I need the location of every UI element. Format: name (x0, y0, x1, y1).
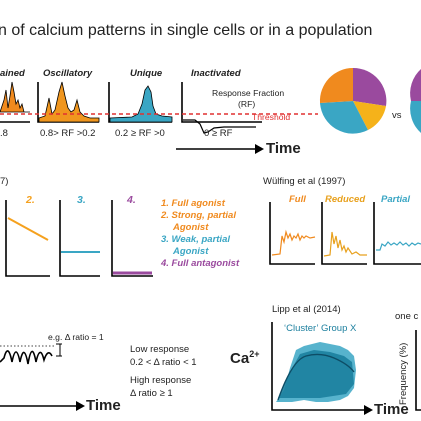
wulfing-label-partial: Partial (381, 194, 411, 205)
trace-c-oscillation (0, 350, 53, 365)
number-3: 3. (77, 194, 86, 206)
label-unique: Unique (130, 68, 163, 79)
axis-a3 (181, 82, 262, 123)
axis-b2 (59, 200, 100, 277)
rf-label-2: 0.2 ≥ RF >0 (115, 128, 165, 139)
wulfing-label-reduced: Reduced (325, 194, 366, 205)
trace-reduced (323, 231, 367, 257)
time-label-lipp: Time (374, 401, 409, 418)
low-response-label: Low response (130, 344, 190, 355)
trace-partial (376, 241, 421, 251)
panel-b-axes (5, 200, 153, 277)
axis-b3 (111, 200, 153, 277)
high-response-label: High response (130, 375, 192, 386)
axis-frequency (415, 330, 421, 411)
label-oscillatory: Oscillatory (43, 68, 93, 79)
rf-label-0: .8 (0, 128, 8, 139)
label-sustained: ained (0, 68, 25, 79)
axis-lipp (271, 322, 364, 411)
lipp-trace-band (276, 342, 356, 402)
legend-weak-partial-cont: Agonist (173, 246, 209, 257)
threshold-label: Threshold (252, 112, 291, 122)
trace-full (271, 229, 316, 256)
cluster-label: ‘Cluster’ Group X (284, 323, 357, 334)
high-response-range: Δ ratio ≥ 1 (130, 388, 173, 399)
frequency-axis-label: Frequency (%) (398, 342, 409, 405)
delta-bracket-c (56, 343, 62, 357)
number-4: 4. (127, 194, 136, 206)
trace-b1 (7, 217, 49, 241)
legend-weak-partial: 3. Weak, partial (161, 234, 230, 245)
eg-delta-ratio: e.g. Δ ratio = 1 (48, 332, 104, 342)
rf-label-3: 0 ≥ RF (204, 128, 233, 139)
trace-unique (109, 85, 173, 123)
legend-full-agonist: 1. Full agonist (161, 198, 225, 209)
time-arrow-lipp (364, 405, 373, 415)
trace-sustained (0, 81, 30, 113)
one-cell-label: one c (395, 311, 419, 322)
axis-b1 (5, 200, 50, 277)
page-title: n of calcium patterns in single cells or… (0, 22, 373, 39)
response-fraction-abbrev: (RF) (238, 99, 256, 109)
number-2: 2. (26, 194, 35, 206)
rf-label-1: 0.8> RF >0.2 (40, 128, 96, 139)
wulfing-label-full: Full (289, 194, 306, 205)
ca-label: Ca2+ (230, 349, 259, 367)
legend-full-antagonist: 4. Full antagonist (161, 258, 240, 269)
low-response-range: 0.2 < Δ ratio < 1 (130, 357, 197, 368)
lipp-reference: Lipp et al (2014) (272, 304, 341, 315)
response-fraction-label: Response Fraction (212, 88, 285, 98)
vs-label: vs (392, 110, 402, 121)
time-label-a: Time (266, 140, 301, 157)
time-label-c: Time (86, 397, 121, 414)
axis-w3 (373, 202, 421, 265)
axis-w1 (269, 202, 315, 265)
time-arrow-c (76, 401, 85, 411)
trace-inactivated (183, 119, 256, 134)
label-inactivated: Inactivated (191, 68, 241, 79)
wulfing-axes (269, 202, 421, 265)
wulfing-reference: Wülfing et al (1997) (263, 176, 346, 187)
legend-strong-partial-cont: Agonist (173, 222, 209, 233)
legend-strong-partial: 2. Strong, partial (161, 210, 236, 221)
trace-oscillatory (38, 81, 100, 123)
axis-w2 (321, 202, 367, 265)
ca-superscript: 2+ (249, 349, 260, 359)
pie-left (319, 67, 387, 134)
ca-base: Ca (230, 350, 250, 367)
panel-b-ref-partial: 7) (0, 176, 9, 187)
time-arrow-a (255, 144, 264, 154)
pie-right-partial (410, 69, 421, 133)
